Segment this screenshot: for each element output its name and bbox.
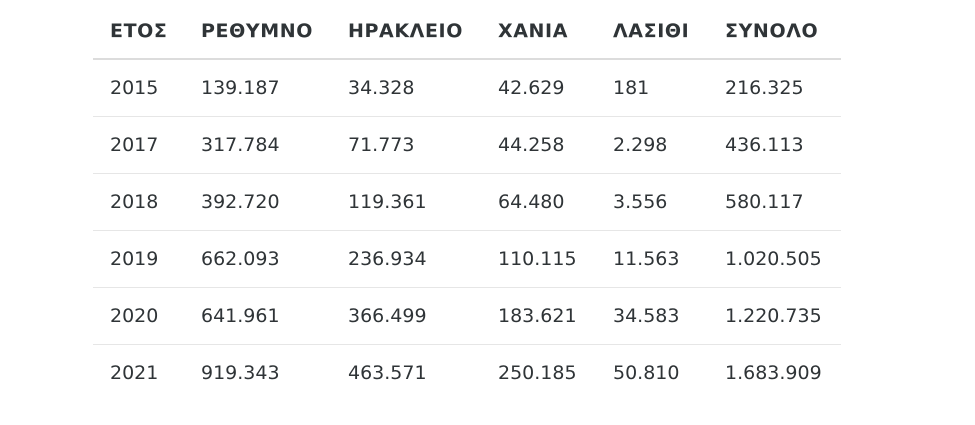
column-header-rethymno: ΡΕΘΥΜΝΟ bbox=[184, 3, 331, 60]
cell-rethymno: 919.343 bbox=[201, 362, 280, 384]
cell-total: 1.220.735 bbox=[708, 287, 841, 345]
cell-chania: 183.621 bbox=[481, 287, 596, 345]
cell-rethymno: 392.720 bbox=[184, 173, 331, 231]
table-row: 2020 641.961 366.499 183.621 34.583 1.22… bbox=[93, 287, 841, 345]
cell-total: 436.113 bbox=[708, 116, 841, 174]
cell-year: 2017 bbox=[93, 116, 184, 174]
cell-lasithi: 11.563 bbox=[596, 230, 708, 288]
column-header-year: ΕΤΟΣ bbox=[93, 3, 184, 60]
cell-lasithi: 34.583 bbox=[596, 287, 708, 345]
cell-total: 1.020.505 bbox=[708, 230, 841, 288]
cell-chania: 64.480 bbox=[481, 173, 596, 231]
cell-lasithi: 181 bbox=[596, 59, 708, 117]
column-header-total: ΣΥΝΟΛΟ bbox=[708, 3, 841, 60]
cell-heraklion: 34.328 bbox=[331, 59, 481, 117]
table-row: 2018 392.720 119.361 64.480 3.556 580.11… bbox=[93, 173, 841, 231]
cell-chania: 110.115 bbox=[481, 230, 596, 288]
cell-chania: 250.185 bbox=[498, 362, 577, 384]
cell-year: 2015 bbox=[93, 59, 184, 117]
cell-lasithi: 3.556 bbox=[596, 173, 708, 231]
table-body: 2015 139.187 34.328 42.629 181 216.325 2… bbox=[93, 59, 841, 401]
cell-rethymno: 641.961 bbox=[184, 287, 331, 345]
cell-rethymno: 662.093 bbox=[184, 230, 331, 288]
cell-rethymno: 317.784 bbox=[184, 116, 331, 174]
cell-heraklion: 71.773 bbox=[331, 116, 481, 174]
cell-heraklion: 366.499 bbox=[331, 287, 481, 345]
cell-year: 2021 bbox=[110, 362, 159, 384]
cell-year: 2019 bbox=[93, 230, 184, 288]
table-row: 2019 662.093 236.934 110.115 11.563 1.02… bbox=[93, 230, 841, 288]
cell-total: 1.683.909 bbox=[725, 362, 822, 384]
cell-lasithi: 50.810 bbox=[613, 362, 680, 384]
column-header-chania: ΧΑΝΙΑ bbox=[481, 3, 596, 60]
data-table-container: ΕΤΟΣ ΡΕΘΥΜΝΟ ΗΡΑΚΛΕΙΟ ΧΑΝΙΑ ΛΑΣΙΘΙ ΣΥΝΟΛ… bbox=[93, 3, 841, 401]
cell-rethymno: 139.187 bbox=[184, 59, 331, 117]
cell-heraklion: 119.361 bbox=[331, 173, 481, 231]
header-row: ΕΤΟΣ ΡΕΘΥΜΝΟ ΗΡΑΚΛΕΙΟ ΧΑΝΙΑ ΛΑΣΙΘΙ ΣΥΝΟΛ… bbox=[93, 3, 841, 60]
cell-year: 2020 bbox=[93, 287, 184, 345]
column-header-heraklion: ΗΡΑΚΛΕΙΟ bbox=[331, 3, 481, 60]
table-row: 2021 919.343 463.571 250.185 50.810 1.68… bbox=[93, 345, 841, 402]
data-table: ΕΤΟΣ ΡΕΘΥΜΝΟ ΗΡΑΚΛΕΙΟ ΧΑΝΙΑ ΛΑΣΙΘΙ ΣΥΝΟΛ… bbox=[93, 3, 841, 401]
cell-year: 2018 bbox=[93, 173, 184, 231]
cell-total: 580.117 bbox=[708, 173, 841, 231]
table-row: 2017 317.784 71.773 44.258 2.298 436.113 bbox=[93, 116, 841, 174]
table-header: ΕΤΟΣ ΡΕΘΥΜΝΟ ΗΡΑΚΛΕΙΟ ΧΑΝΙΑ ΛΑΣΙΘΙ ΣΥΝΟΛ… bbox=[93, 3, 841, 60]
cell-lasithi: 2.298 bbox=[596, 116, 708, 174]
cell-chania: 42.629 bbox=[481, 59, 596, 117]
table-row: 2015 139.187 34.328 42.629 181 216.325 bbox=[93, 59, 841, 117]
cell-total: 216.325 bbox=[708, 59, 841, 117]
column-header-lasithi: ΛΑΣΙΘΙ bbox=[596, 3, 708, 60]
cell-chania: 44.258 bbox=[481, 116, 596, 174]
cell-heraklion: 463.571 bbox=[348, 362, 427, 384]
cell-heraklion: 236.934 bbox=[331, 230, 481, 288]
